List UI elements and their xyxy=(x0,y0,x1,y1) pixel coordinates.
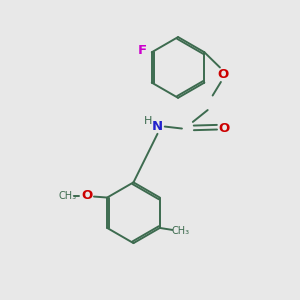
Text: H: H xyxy=(143,116,152,126)
Text: O: O xyxy=(81,189,92,203)
Text: CH₃: CH₃ xyxy=(171,226,189,236)
Text: N: N xyxy=(152,120,163,133)
Text: F: F xyxy=(137,44,146,57)
Text: O: O xyxy=(219,122,230,135)
Text: O: O xyxy=(217,68,228,81)
Text: CH₃: CH₃ xyxy=(58,191,76,201)
